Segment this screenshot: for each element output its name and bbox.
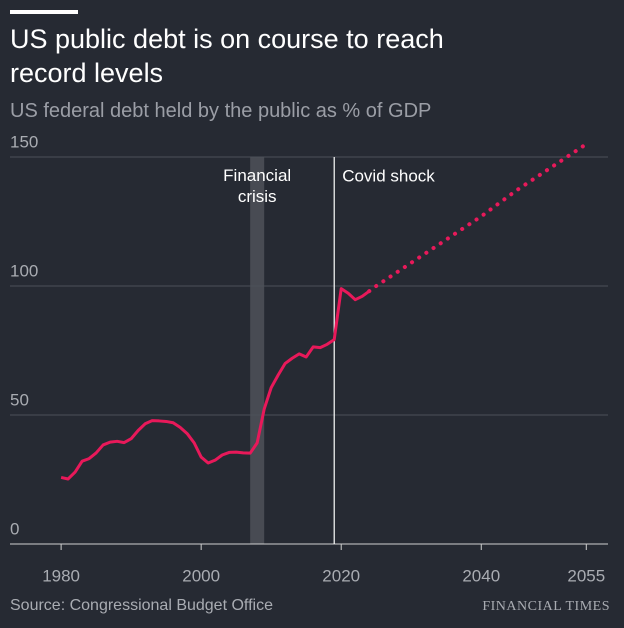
x-tick-label: 2055 <box>567 566 605 585</box>
x-tick-label: 2000 <box>182 566 220 585</box>
crisis-label: Financial crisis <box>223 166 291 206</box>
series-line <box>60 287 371 481</box>
chart-title: US public debt is on course to reach rec… <box>10 24 444 88</box>
series-line <box>367 142 589 294</box>
y-tick-label: 50 <box>10 390 29 409</box>
chart-subtitle: US federal debt held by the public as % … <box>10 100 432 122</box>
x-tick-label: 2040 <box>462 566 500 585</box>
y-tick-label: 0 <box>10 519 19 538</box>
source: Source: Congressional Budget Office <box>10 597 273 614</box>
x-tick-label: 2020 <box>322 566 360 585</box>
covid-label: Covid shock <box>342 166 435 185</box>
brand: FINANCIAL TIMES <box>482 599 610 614</box>
x-tick-label: 1980 <box>42 566 80 585</box>
y-tick-label: 100 <box>10 261 38 280</box>
top-bar <box>10 10 78 14</box>
y-tick-label: 150 <box>10 132 38 151</box>
crisis-band <box>250 157 265 544</box>
